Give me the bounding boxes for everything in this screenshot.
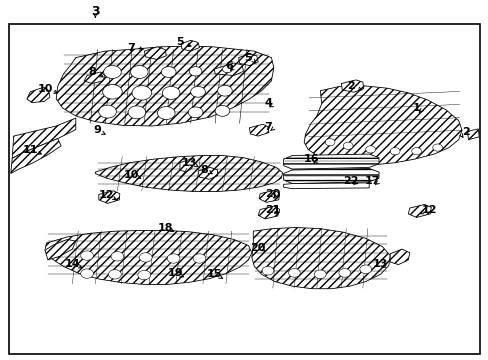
Circle shape: [130, 66, 148, 78]
Polygon shape: [181, 40, 199, 51]
Text: 13: 13: [372, 258, 387, 269]
Text: 10: 10: [123, 170, 139, 180]
Circle shape: [288, 269, 300, 277]
Circle shape: [432, 144, 442, 151]
Circle shape: [81, 269, 93, 278]
Circle shape: [325, 139, 334, 146]
Polygon shape: [407, 204, 430, 217]
Text: 8: 8: [88, 67, 96, 77]
Circle shape: [217, 85, 232, 96]
Polygon shape: [238, 54, 258, 66]
Polygon shape: [180, 159, 194, 172]
Circle shape: [338, 269, 350, 277]
Circle shape: [188, 107, 203, 118]
Polygon shape: [27, 87, 50, 103]
Polygon shape: [341, 80, 363, 92]
Circle shape: [138, 270, 150, 280]
Circle shape: [99, 105, 116, 118]
Circle shape: [132, 86, 151, 100]
Polygon shape: [84, 72, 105, 84]
Circle shape: [161, 67, 176, 77]
Text: 11: 11: [22, 145, 38, 156]
Circle shape: [189, 67, 202, 76]
Circle shape: [222, 66, 232, 73]
Circle shape: [167, 254, 180, 263]
Text: 5: 5: [176, 37, 183, 48]
Polygon shape: [12, 118, 76, 158]
Circle shape: [128, 106, 145, 119]
Polygon shape: [144, 47, 166, 59]
Circle shape: [81, 251, 93, 260]
Polygon shape: [259, 190, 279, 202]
Circle shape: [343, 142, 352, 149]
Polygon shape: [283, 183, 368, 189]
Text: 14: 14: [64, 258, 80, 269]
Text: 4: 4: [264, 98, 271, 108]
Text: 2: 2: [461, 127, 468, 138]
Text: 12: 12: [99, 190, 114, 200]
Circle shape: [262, 266, 273, 275]
Polygon shape: [45, 230, 251, 284]
Text: 3: 3: [91, 5, 100, 18]
Polygon shape: [249, 124, 268, 136]
Circle shape: [162, 86, 180, 99]
Text: 19: 19: [167, 268, 183, 278]
Text: 22: 22: [343, 176, 358, 186]
Text: 2: 2: [346, 81, 354, 91]
Text: 8: 8: [200, 165, 208, 175]
Circle shape: [365, 146, 375, 153]
Text: 15: 15: [206, 269, 222, 279]
Circle shape: [314, 270, 325, 279]
Polygon shape: [11, 139, 61, 174]
Polygon shape: [283, 168, 378, 184]
Circle shape: [411, 148, 421, 155]
Text: 13: 13: [182, 158, 197, 168]
Polygon shape: [214, 63, 243, 76]
Polygon shape: [389, 249, 409, 265]
Circle shape: [139, 253, 152, 262]
Circle shape: [108, 270, 121, 279]
Circle shape: [193, 254, 205, 263]
Polygon shape: [283, 154, 378, 169]
Polygon shape: [467, 129, 478, 140]
Polygon shape: [258, 206, 279, 219]
Text: 16: 16: [304, 154, 319, 164]
Circle shape: [157, 107, 175, 120]
Circle shape: [111, 252, 123, 261]
Circle shape: [359, 265, 371, 274]
Polygon shape: [251, 228, 389, 289]
Text: 20: 20: [264, 189, 280, 199]
Text: 21: 21: [264, 204, 280, 215]
Circle shape: [389, 148, 399, 155]
Polygon shape: [198, 167, 217, 179]
Text: 7: 7: [127, 42, 135, 53]
Circle shape: [215, 105, 229, 116]
Circle shape: [102, 85, 122, 99]
Text: 7: 7: [264, 122, 271, 132]
Text: 10: 10: [37, 84, 53, 94]
Polygon shape: [304, 86, 461, 165]
Polygon shape: [99, 191, 120, 203]
Text: 20: 20: [250, 243, 265, 253]
Text: 18: 18: [157, 222, 173, 233]
Circle shape: [190, 86, 205, 97]
Circle shape: [103, 66, 121, 78]
Polygon shape: [45, 239, 76, 260]
Polygon shape: [56, 46, 273, 126]
Text: 12: 12: [421, 204, 436, 215]
Text: 1: 1: [412, 103, 420, 113]
Polygon shape: [95, 156, 282, 192]
Text: 6: 6: [224, 60, 232, 71]
Text: 5: 5: [244, 53, 252, 63]
Text: 17: 17: [364, 176, 380, 186]
Text: 9: 9: [93, 125, 101, 135]
